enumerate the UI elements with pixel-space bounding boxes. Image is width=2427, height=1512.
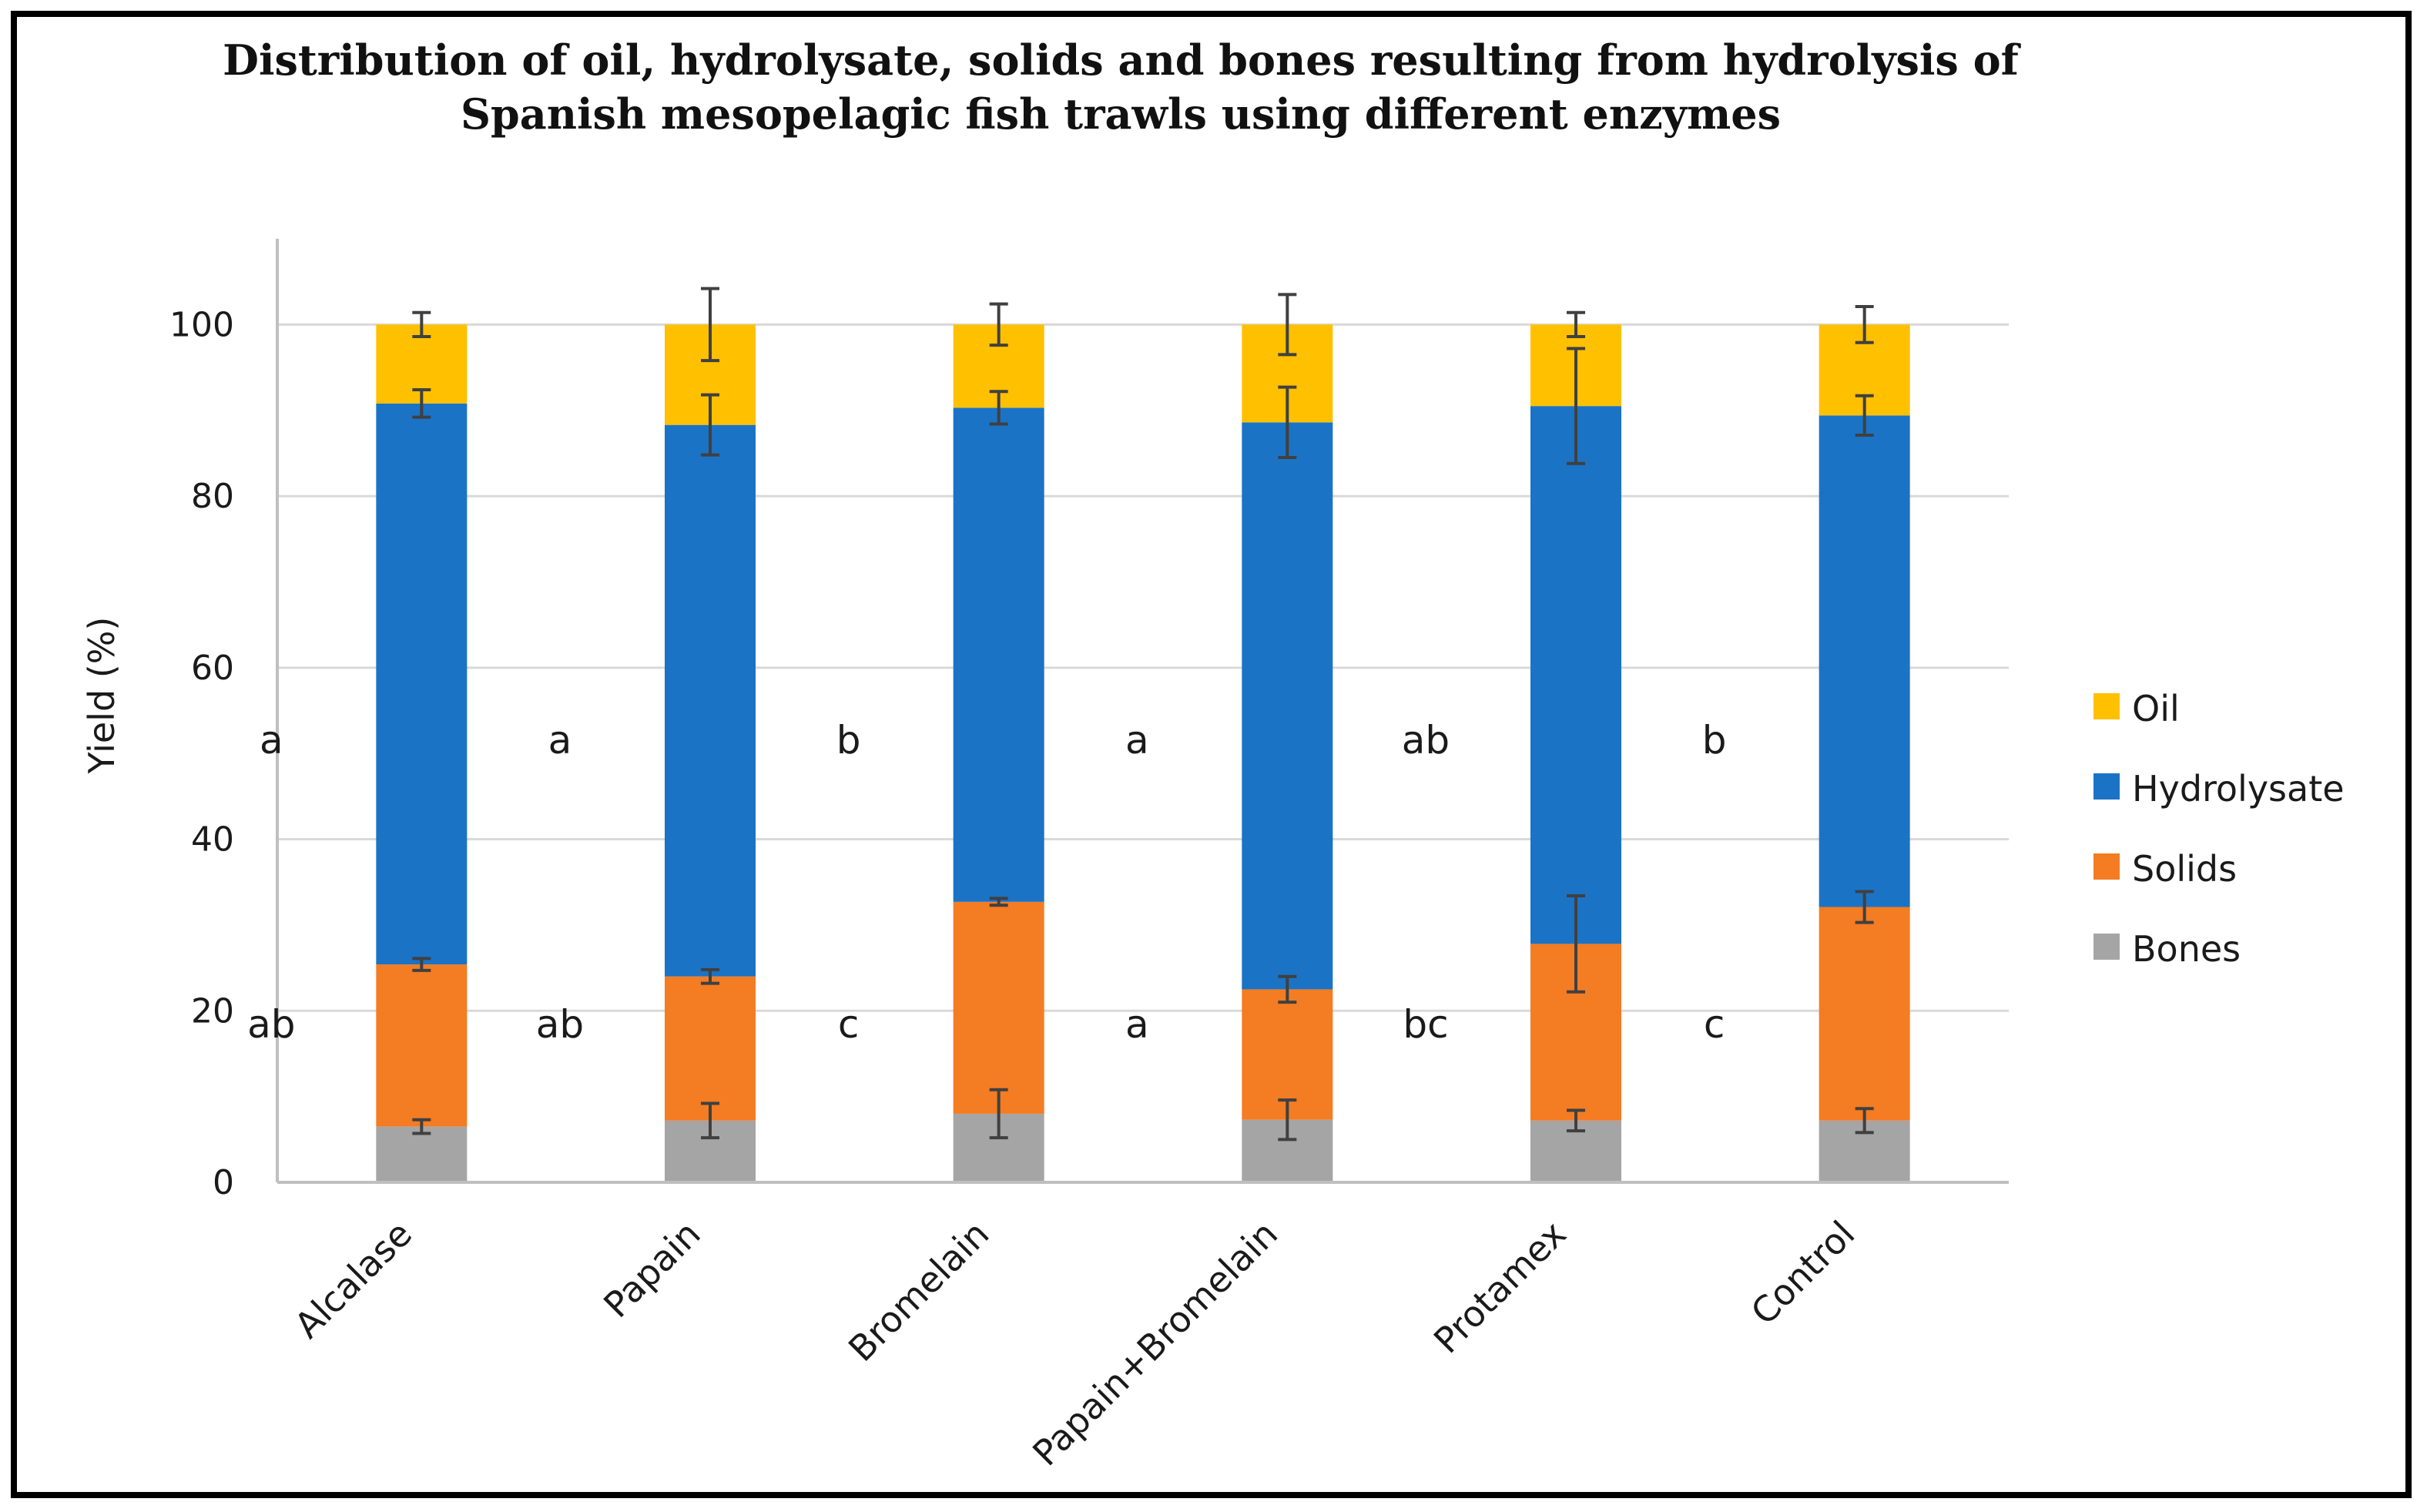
error-bar-oil bbox=[1855, 304, 1874, 344]
hydrolysate-significance-letter: b bbox=[836, 718, 861, 763]
error-bar-oil bbox=[1567, 310, 1585, 338]
error-bar-bones bbox=[1278, 1098, 1297, 1142]
bar-solids-bromelain bbox=[953, 901, 1044, 1114]
legend-swatch bbox=[2093, 693, 2120, 719]
hydrolysate-significance-letter: a bbox=[260, 718, 283, 763]
category-label: Bromelain bbox=[840, 1213, 997, 1370]
error-bar-oil bbox=[1278, 293, 1297, 357]
legend-label: Bones bbox=[2132, 928, 2241, 970]
y-tick-label: 100 bbox=[169, 305, 234, 344]
legend-label: Solids bbox=[2132, 848, 2237, 890]
y-axis-label: Yield (%) bbox=[81, 617, 122, 775]
error-bar-hydrolysate bbox=[412, 388, 431, 419]
solids-significance-letter: ab bbox=[247, 1002, 295, 1047]
legend-label: Hydrolysate bbox=[2132, 768, 2345, 810]
x-axis-category-labels: Alcalase Papain Bromelain Papain+Bromelain P… bbox=[287, 1213, 1863, 1474]
bar-bones-alcalase bbox=[376, 1126, 468, 1182]
category-label: Papain+Bromelain bbox=[1024, 1213, 1286, 1474]
error-bar-solids bbox=[701, 967, 719, 985]
bar-hydrolysate-papain bbox=[665, 424, 756, 977]
error-bar-solids bbox=[1278, 974, 1297, 1004]
error-bar-oil bbox=[989, 302, 1008, 347]
legend-label: Oil bbox=[2132, 688, 2180, 729]
bar-solids-control bbox=[1819, 907, 1910, 1121]
y-tick-label: 60 bbox=[191, 649, 234, 688]
solids-significance-letter: ab bbox=[536, 1002, 584, 1047]
error-bar-hydrolysate bbox=[989, 390, 1008, 426]
y-tick-label: 0 bbox=[213, 1163, 234, 1202]
bar-hydrolysate-protamex bbox=[1530, 406, 1621, 944]
bar-hydrolysate-control bbox=[1819, 415, 1910, 907]
legend: Oil Hydrolysate Solids Bones bbox=[2093, 688, 2345, 970]
error-bar-hydrolysate bbox=[1567, 347, 1585, 465]
error-bar-hydrolysate bbox=[701, 393, 719, 457]
y-axis-ticks: 0 20 40 60 80 100 bbox=[169, 305, 234, 1202]
gridlines bbox=[277, 323, 2009, 1012]
y-tick-label: 40 bbox=[191, 820, 234, 860]
hydrolysate-significance-letter: a bbox=[548, 718, 572, 763]
solids-significance-letter: a bbox=[1125, 1002, 1149, 1047]
category-label: Protamex bbox=[1426, 1213, 1574, 1362]
bar-hydrolysate-alcalase bbox=[376, 403, 468, 965]
error-bar-bones bbox=[1567, 1108, 1585, 1133]
bars bbox=[376, 324, 1910, 1182]
error-bar-hydrolysate bbox=[1278, 385, 1297, 459]
legend-item-solids: Solids bbox=[2093, 848, 2237, 890]
legend-swatch bbox=[2093, 773, 2120, 800]
solids-significance-letter: bc bbox=[1403, 1002, 1448, 1047]
y-tick-label: 80 bbox=[191, 477, 234, 516]
legend-swatch bbox=[2093, 853, 2120, 880]
chart-title: Distribution of oil, hydrolysate, solids… bbox=[223, 35, 2022, 139]
hydrolysate-significance-letter: ab bbox=[1402, 718, 1450, 763]
error-bar-bones bbox=[989, 1088, 1008, 1140]
error-bar-solids bbox=[1855, 890, 1874, 924]
category-label: Papain bbox=[595, 1213, 709, 1326]
error-bar-solids bbox=[1567, 894, 1585, 994]
bar-hydrolysate-papain-bromelain bbox=[1242, 422, 1333, 990]
category-label: Alcalase bbox=[287, 1213, 420, 1346]
legend-item-bones: Bones bbox=[2093, 928, 2241, 970]
solids-significance-letter: c bbox=[1704, 1002, 1725, 1047]
bar-hydrolysate-bromelain bbox=[953, 407, 1044, 902]
error-bar-oil bbox=[701, 287, 719, 363]
hydrolysate-significance-letter: b bbox=[1702, 718, 1727, 763]
significance-letters: a a b a ab bab ab c a bc c bbox=[247, 718, 1726, 1047]
category-label: Control bbox=[1743, 1213, 1863, 1333]
legend-item-oil: Oil bbox=[2093, 688, 2180, 729]
y-tick-label: 20 bbox=[191, 991, 234, 1031]
chart-title-line-2: Spanish mesopelagic fish trawls using di… bbox=[461, 89, 1781, 139]
error-bar-bones bbox=[412, 1118, 431, 1135]
bar-solids-papain bbox=[665, 976, 756, 1121]
bar-solids-papain-bromelain bbox=[1242, 989, 1333, 1120]
error-bar-bones bbox=[1855, 1107, 1874, 1135]
chart-title-line-1: Distribution of oil, hydrolysate, solids… bbox=[223, 35, 2022, 85]
legend-item-hydrolysate: Hydrolysate bbox=[2093, 768, 2345, 810]
error-bar-bones bbox=[701, 1101, 719, 1140]
error-bar-solids bbox=[989, 897, 1008, 907]
hydrolysate-significance-letter: a bbox=[1125, 718, 1149, 763]
error-bar-oil bbox=[412, 310, 431, 338]
error-bar-hydrolysate bbox=[1855, 394, 1874, 438]
axes bbox=[276, 239, 2009, 1184]
error-bars bbox=[412, 287, 1874, 1142]
error-bar-solids bbox=[412, 957, 431, 972]
bar-solids-alcalase bbox=[376, 964, 468, 1127]
legend-swatch bbox=[2093, 934, 2120, 960]
solids-significance-letter: c bbox=[838, 1002, 860, 1047]
